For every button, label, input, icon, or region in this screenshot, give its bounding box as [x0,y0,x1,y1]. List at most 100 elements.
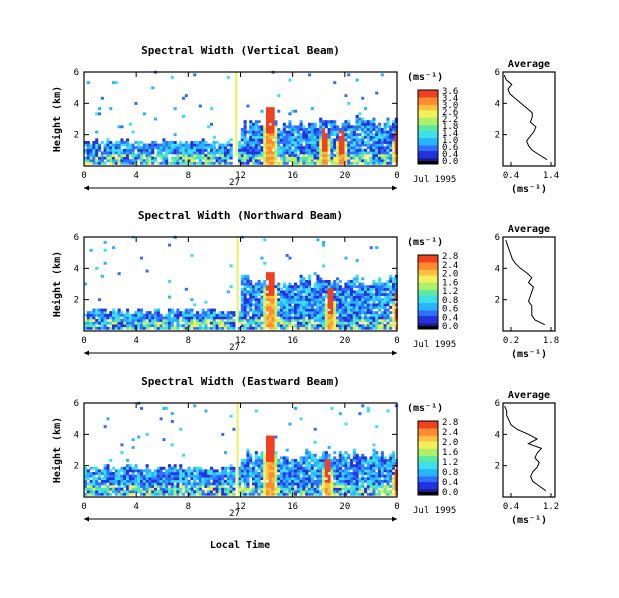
heatmap-cell [232,313,236,317]
heatmap-cell [299,274,303,278]
heatmap-cell [302,159,306,163]
heatmap-cell [299,313,303,317]
heatmap-cell [383,311,387,315]
heatmap-cell [386,319,390,322]
heatmap-cell [341,135,345,139]
heatmap-cell [305,133,309,137]
heatmap-cell [193,303,197,307]
heatmap-cell [324,308,328,312]
heatmap-cell [168,151,172,155]
heatmap-cell [369,151,373,155]
heatmap-cell [184,321,188,325]
heatmap-cell [319,154,323,157]
heatmap-cell [327,156,331,160]
heatmap-cell [333,146,337,150]
colorbar-label: 2.8 [442,418,458,428]
heatmap-cell [305,156,309,160]
heatmap-cell [386,287,390,291]
heatmap-cell [386,316,390,320]
colorbar-segment [418,459,438,463]
heatmap-cell [240,148,244,152]
heatmap-cell [131,313,135,317]
heatmap-cell [394,120,398,124]
heatmap-cell [257,487,261,491]
heatmap-cell [154,159,158,163]
heatmap-cell [268,125,272,129]
heatmap-cell [271,485,275,488]
heatmap-cell [372,287,376,291]
heatmap-cell [282,461,286,465]
heatmap-cell [344,482,348,486]
heatmap-cell [291,477,295,481]
heatmap-cell [394,308,398,312]
y-tick-label: 6 [74,68,79,78]
heatmap-cell [389,300,393,304]
heatmap-cell [226,148,230,152]
heatmap-cell [324,280,328,283]
heatmap-cell [117,148,121,152]
heatmap-cell [103,316,107,320]
heatmap-cell [193,469,197,473]
heatmap-cell [156,477,160,481]
heatmap-cell [86,141,90,144]
heatmap-cell [394,474,398,478]
colorbar-segment [418,145,438,148]
heatmap-cell [187,313,191,317]
heatmap-cell [84,321,88,325]
heatmap-cell [254,464,258,468]
heatmap-cell [383,300,387,304]
heatmap-cell [95,313,99,317]
heatmap-cell [366,141,370,144]
heatmap-cell [240,133,244,137]
heatmap-cell [352,448,356,452]
heatmap-cell [375,316,379,320]
heatmap-cell [352,295,356,299]
heatmap-cell [229,285,233,289]
heatmap-cell [221,321,225,325]
heatmap-cell [173,472,177,475]
heatmap-cell [210,122,214,126]
heatmap-cell [383,146,387,150]
heatmap-cell [319,128,323,131]
heatmap-cell [394,285,398,289]
heatmap-cell [313,474,317,478]
heatmap-cell [179,324,183,328]
heatmap-cell [324,313,328,317]
heatmap-cell [201,319,205,322]
heatmap-cell [212,156,216,160]
heatmap-cell [294,490,298,494]
heatmap-cell [330,298,334,302]
heatmap-cell [114,324,118,328]
heatmap-cell [154,490,158,494]
heatmap-cell [243,130,247,134]
heatmap-cell [291,482,295,486]
heatmap-cell [151,143,155,147]
heatmap-cell [291,474,295,478]
heatmap-cell [243,461,247,465]
heatmap-cell [212,324,216,328]
heatmap-cell [352,313,356,317]
heatmap-cell [198,472,202,475]
heatmap-cell [282,464,286,468]
heatmap-cell [380,151,384,155]
heatmap-cell [313,472,317,475]
heatmap-cell [114,316,118,320]
heatmap-cell [148,159,152,163]
heatmap-cell [249,133,253,137]
heatmap-cell [344,135,348,139]
heatmap-cell [355,148,359,152]
heatmap-cell [98,107,102,111]
heatmap-cell [296,485,300,488]
heatmap-cell [114,326,118,330]
heatmap-cell [364,319,368,322]
heatmap-cell [310,311,314,315]
heatmap-cell [288,316,292,320]
heatmap-cell [109,477,113,481]
heatmap-cell [316,238,320,242]
heatmap-cell [193,319,197,322]
heatmap-cell [380,466,384,470]
heatmap-cell [263,324,267,328]
heatmap-cell [378,148,382,152]
heatmap-cell [148,311,152,315]
heatmap-cell [355,453,359,457]
